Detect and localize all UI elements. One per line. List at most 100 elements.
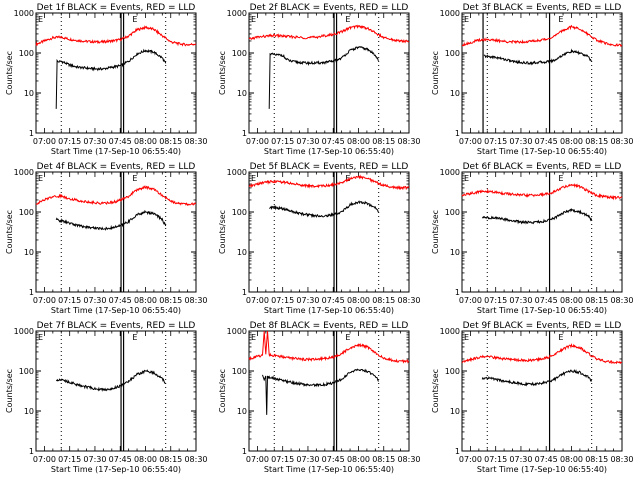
panel-title: Det 3f BLACK = Events, RED = LLD [463, 3, 622, 13]
chart-panel: Det 1f BLACK = Events, RED = LLD 1 10 100 10… [5, 3, 208, 156]
marker-label: E [345, 15, 350, 24]
lld-series-line [248, 24, 410, 44]
y-tick-label: 10 [237, 407, 247, 416]
panel-title: Det 2f BLACK = Events, RED = LLD [250, 3, 409, 13]
y-axis-label: Counts/sec [431, 210, 440, 254]
marker-label: E [38, 333, 43, 342]
x-axis-label: Start Time (17-Sep-10 06:55:40) [477, 465, 607, 474]
x-tick-label: 08:15 [159, 296, 182, 305]
y-tick-label: 1000 [440, 9, 460, 18]
marker-label: E [38, 174, 43, 183]
x-tick-label: 07:30 [296, 296, 319, 305]
y-axis-label: Counts/sec [431, 51, 440, 95]
x-tick-label: 08:15 [585, 296, 608, 305]
x-tick-label: 07:45 [109, 296, 132, 305]
y-tick-label: 1000 [14, 327, 34, 336]
panel-title: Det 5f BLACK = Events, RED = LLD [250, 162, 409, 172]
plot-frame [461, 12, 623, 134]
x-tick-label: 07:15 [484, 296, 507, 305]
x-tick-label: 07:45 [322, 296, 345, 305]
x-tick-label: 08:00 [134, 137, 157, 146]
chart-panel: Det 4f BLACK = Events, RED = LLD 1 10 100 10… [5, 162, 208, 315]
chart-panel: Det 7f BLACK = Events, RED = LLD 1 10 100 10… [5, 321, 208, 474]
x-tick-label: 07:30 [296, 137, 319, 146]
chart-panel: Det 2f BLACK = Events, RED = LLD 1 10 100 10… [218, 3, 421, 156]
x-tick-label: 07:00 [459, 296, 482, 305]
marker-label: E [132, 15, 137, 24]
x-tick-label: 08:15 [372, 455, 395, 464]
y-axis-label: Counts/sec [5, 51, 14, 95]
panel-title: Det 1f BLACK = Events, RED = LLD [37, 3, 196, 13]
y-tick-label: 1 [29, 129, 34, 138]
x-axis-label: Start Time (17-Sep-10 06:55:40) [51, 147, 181, 156]
y-tick-label: 1 [29, 288, 34, 297]
y-axis-label: Counts/sec [5, 210, 14, 254]
x-tick-label: 07:00 [459, 137, 482, 146]
y-tick-label: 100 [445, 367, 460, 376]
x-tick-label: 07:45 [535, 455, 558, 464]
x-tick-label: 07:30 [509, 137, 532, 146]
x-tick-label: 08:00 [560, 137, 583, 146]
y-axis-label: Counts/sec [5, 369, 14, 413]
x-tick-label: 08:30 [397, 137, 420, 146]
x-axis-label: Start Time (17-Sep-10 06:55:40) [477, 306, 607, 315]
x-tick-label: 07:30 [509, 296, 532, 305]
x-tick-label: 08:00 [134, 296, 157, 305]
x-tick-label: 07:30 [83, 137, 106, 146]
chart-panel: Det 5f BLACK = Events, RED = LLD 1 10 100 10… [218, 162, 421, 315]
x-tick-label: 08:00 [347, 137, 370, 146]
y-tick-label: 1 [242, 129, 247, 138]
y-axis-label: Counts/sec [218, 210, 227, 254]
x-tick-label: 08:30 [184, 296, 207, 305]
lld-series-line [35, 185, 197, 207]
x-tick-label: 07:30 [509, 455, 532, 464]
y-tick-label: 1000 [227, 9, 247, 18]
marker-label: E [464, 174, 469, 183]
y-tick-label: 10 [450, 248, 460, 257]
marker-label: E [345, 333, 350, 342]
y-tick-label: 1000 [440, 327, 460, 336]
plot-frame [35, 171, 197, 293]
x-tick-label: 08:15 [585, 455, 608, 464]
y-tick-label: 1 [242, 447, 247, 456]
marker-label: E [558, 333, 563, 342]
x-tick-label: 07:30 [296, 455, 319, 464]
marker-label: E [345, 174, 350, 183]
marker-label: E [132, 333, 137, 342]
x-tick-label: 07:00 [246, 455, 269, 464]
y-tick-label: 100 [232, 367, 247, 376]
y-tick-label: 10 [450, 89, 460, 98]
y-tick-label: 1000 [227, 168, 247, 177]
chart-panel: Det 8f BLACK = Events, RED = LLD 1 10 100 10… [218, 321, 421, 474]
y-tick-label: 10 [24, 248, 34, 257]
events-series-line [55, 48, 167, 109]
y-tick-label: 100 [445, 49, 460, 58]
x-tick-label: 07:15 [58, 455, 81, 464]
lld-series-line [461, 342, 623, 365]
y-axis-label: Counts/sec [431, 369, 440, 413]
x-axis-label: Start Time (17-Sep-10 06:55:40) [264, 306, 394, 315]
chart-panel: Det 3f BLACK = Events, RED = LLD 1 10 100 10… [431, 3, 634, 156]
y-tick-label: 1 [455, 288, 460, 297]
x-tick-label: 07:00 [246, 296, 269, 305]
y-tick-label: 100 [445, 208, 460, 217]
panel-title: Det 4f BLACK = Events, RED = LLD [37, 162, 196, 172]
plot-frame [248, 330, 410, 452]
x-tick-label: 08:30 [610, 296, 633, 305]
x-tick-label: 08:15 [159, 137, 182, 146]
x-tick-label: 07:15 [58, 296, 81, 305]
y-tick-label: 1000 [14, 168, 34, 177]
x-tick-label: 07:15 [271, 296, 294, 305]
x-tick-label: 07:45 [322, 137, 345, 146]
y-tick-label: 10 [237, 89, 247, 98]
x-axis-label: Start Time (17-Sep-10 06:55:40) [477, 147, 607, 156]
lld-series-line [461, 24, 622, 48]
lld-series-line [248, 330, 410, 364]
y-tick-label: 1 [455, 129, 460, 138]
marker-label: E [251, 333, 256, 342]
x-tick-label: 08:00 [347, 296, 370, 305]
panel-title: Det 6f BLACK = Events, RED = LLD [463, 162, 622, 172]
x-tick-label: 08:30 [184, 455, 207, 464]
plot-frame [248, 171, 410, 293]
